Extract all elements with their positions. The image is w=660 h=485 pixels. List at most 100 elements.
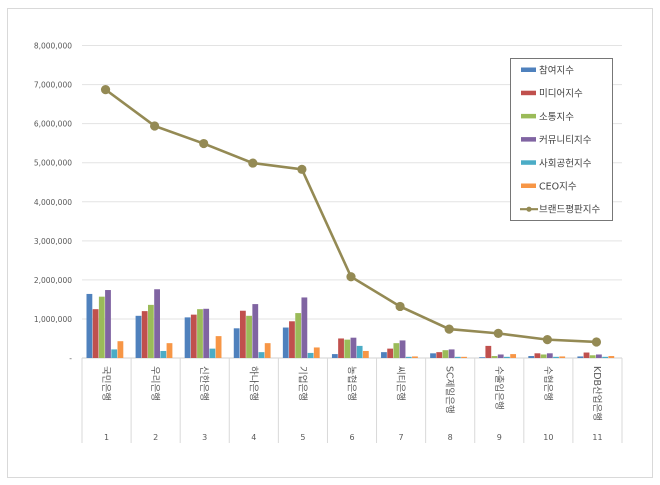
bar — [485, 345, 492, 358]
bar — [356, 345, 363, 358]
bar — [497, 354, 504, 358]
bar — [233, 328, 240, 358]
bar — [295, 313, 302, 358]
bar — [540, 354, 547, 358]
rank-label: 7 — [399, 433, 404, 442]
rank-label: 8 — [448, 433, 453, 442]
rank-label: 10 — [543, 433, 553, 442]
y-tick-label: - — [69, 354, 72, 363]
legend-label: 브랜드평판지수 — [539, 205, 600, 216]
line-marker — [444, 324, 454, 334]
bar-group — [528, 353, 566, 358]
category-label: 우리은행 — [149, 366, 161, 401]
bar-group — [331, 337, 369, 358]
bar-group — [135, 289, 173, 358]
bar — [387, 348, 394, 358]
legend-label: CEO지수 — [539, 182, 577, 193]
bar — [190, 314, 197, 358]
line-marker — [542, 335, 552, 345]
bar — [546, 353, 553, 358]
bar — [331, 354, 338, 358]
bar — [92, 309, 99, 358]
bar — [608, 356, 615, 358]
legend-label: 사회공헌지수 — [539, 158, 592, 169]
bar — [307, 352, 314, 358]
bar — [147, 304, 154, 358]
bar — [528, 356, 535, 358]
bar — [215, 336, 222, 358]
bar — [583, 352, 590, 358]
legend-item: 브랜드평판지수 — [520, 205, 600, 216]
bar-group — [233, 304, 271, 358]
bar-group — [577, 352, 615, 358]
bar-group — [381, 340, 418, 358]
y-tick-label: 8,000,000 — [34, 42, 72, 51]
line-marker — [199, 138, 209, 149]
bar-group — [430, 349, 467, 358]
x-axis: 국민은행 1 우리은행 2 신한은행 3 하나은행 4 기업은행 5 농협은행 6 씨티은행 7 SC제일은… — [81, 358, 623, 443]
bar — [350, 337, 357, 358]
bar — [301, 297, 308, 358]
bar — [491, 356, 498, 358]
bar — [596, 354, 602, 358]
legend-swatch-icon — [521, 90, 536, 96]
bar — [209, 348, 216, 358]
legend-swatch-icon — [521, 160, 536, 165]
bar — [105, 290, 111, 358]
line-marker — [248, 158, 258, 168]
bar — [510, 354, 517, 358]
line-marker — [493, 328, 503, 338]
bar — [534, 353, 541, 358]
bar — [454, 356, 461, 358]
bar — [577, 356, 584, 358]
rank-label: 4 — [251, 433, 256, 442]
line-marker — [150, 121, 160, 131]
category-label: 수출입은행 — [493, 366, 505, 410]
y-tick-label: 6,000,000 — [34, 120, 72, 129]
y-tick-label: 2,000,000 — [34, 276, 72, 285]
bar — [436, 352, 443, 358]
bar — [479, 357, 486, 359]
legend-label: 참여지수 — [539, 65, 574, 77]
bar — [412, 356, 418, 358]
line-marker — [346, 272, 356, 282]
line-marker — [100, 85, 111, 95]
rank-label: 6 — [349, 433, 354, 442]
line-marker — [395, 301, 405, 312]
bar — [86, 293, 93, 358]
legend-item: 미디어지수 — [521, 89, 583, 100]
rank-label: 2 — [153, 433, 158, 442]
category-label: 하나은행 — [247, 366, 259, 401]
category-label: 농협은행 — [346, 366, 358, 401]
bar — [589, 355, 596, 358]
legend-swatch-icon — [521, 113, 536, 119]
bar — [553, 356, 559, 358]
bar-group — [86, 290, 124, 358]
bar — [98, 296, 105, 358]
bar — [405, 356, 412, 358]
y-tick-label: 5,000,000 — [34, 159, 72, 168]
legend-item: 사회공헌지수 — [521, 158, 592, 169]
rank-label: 11 — [592, 433, 602, 442]
bar — [461, 356, 467, 358]
legend-item: 커뮤니티지수 — [521, 135, 592, 146]
bar — [313, 347, 320, 358]
rank-label: 5 — [300, 433, 305, 442]
bar — [166, 343, 173, 358]
y-tick-label: 7,000,000 — [34, 81, 72, 90]
category-label: SC제일은행 — [444, 366, 456, 414]
y-tick-label: 4,000,000 — [34, 198, 72, 207]
bar — [258, 352, 265, 358]
y-tick-label: 3,000,000 — [34, 237, 72, 246]
rank-label: 3 — [202, 433, 207, 442]
bar — [282, 327, 289, 358]
bar — [430, 353, 436, 358]
bar — [289, 321, 295, 358]
bar-series — [86, 289, 615, 359]
bar — [264, 343, 271, 358]
legend-item: 소통지수 — [521, 112, 574, 123]
bar — [504, 356, 510, 358]
bar — [559, 356, 566, 358]
legend-label: 미디어지수 — [539, 89, 583, 100]
